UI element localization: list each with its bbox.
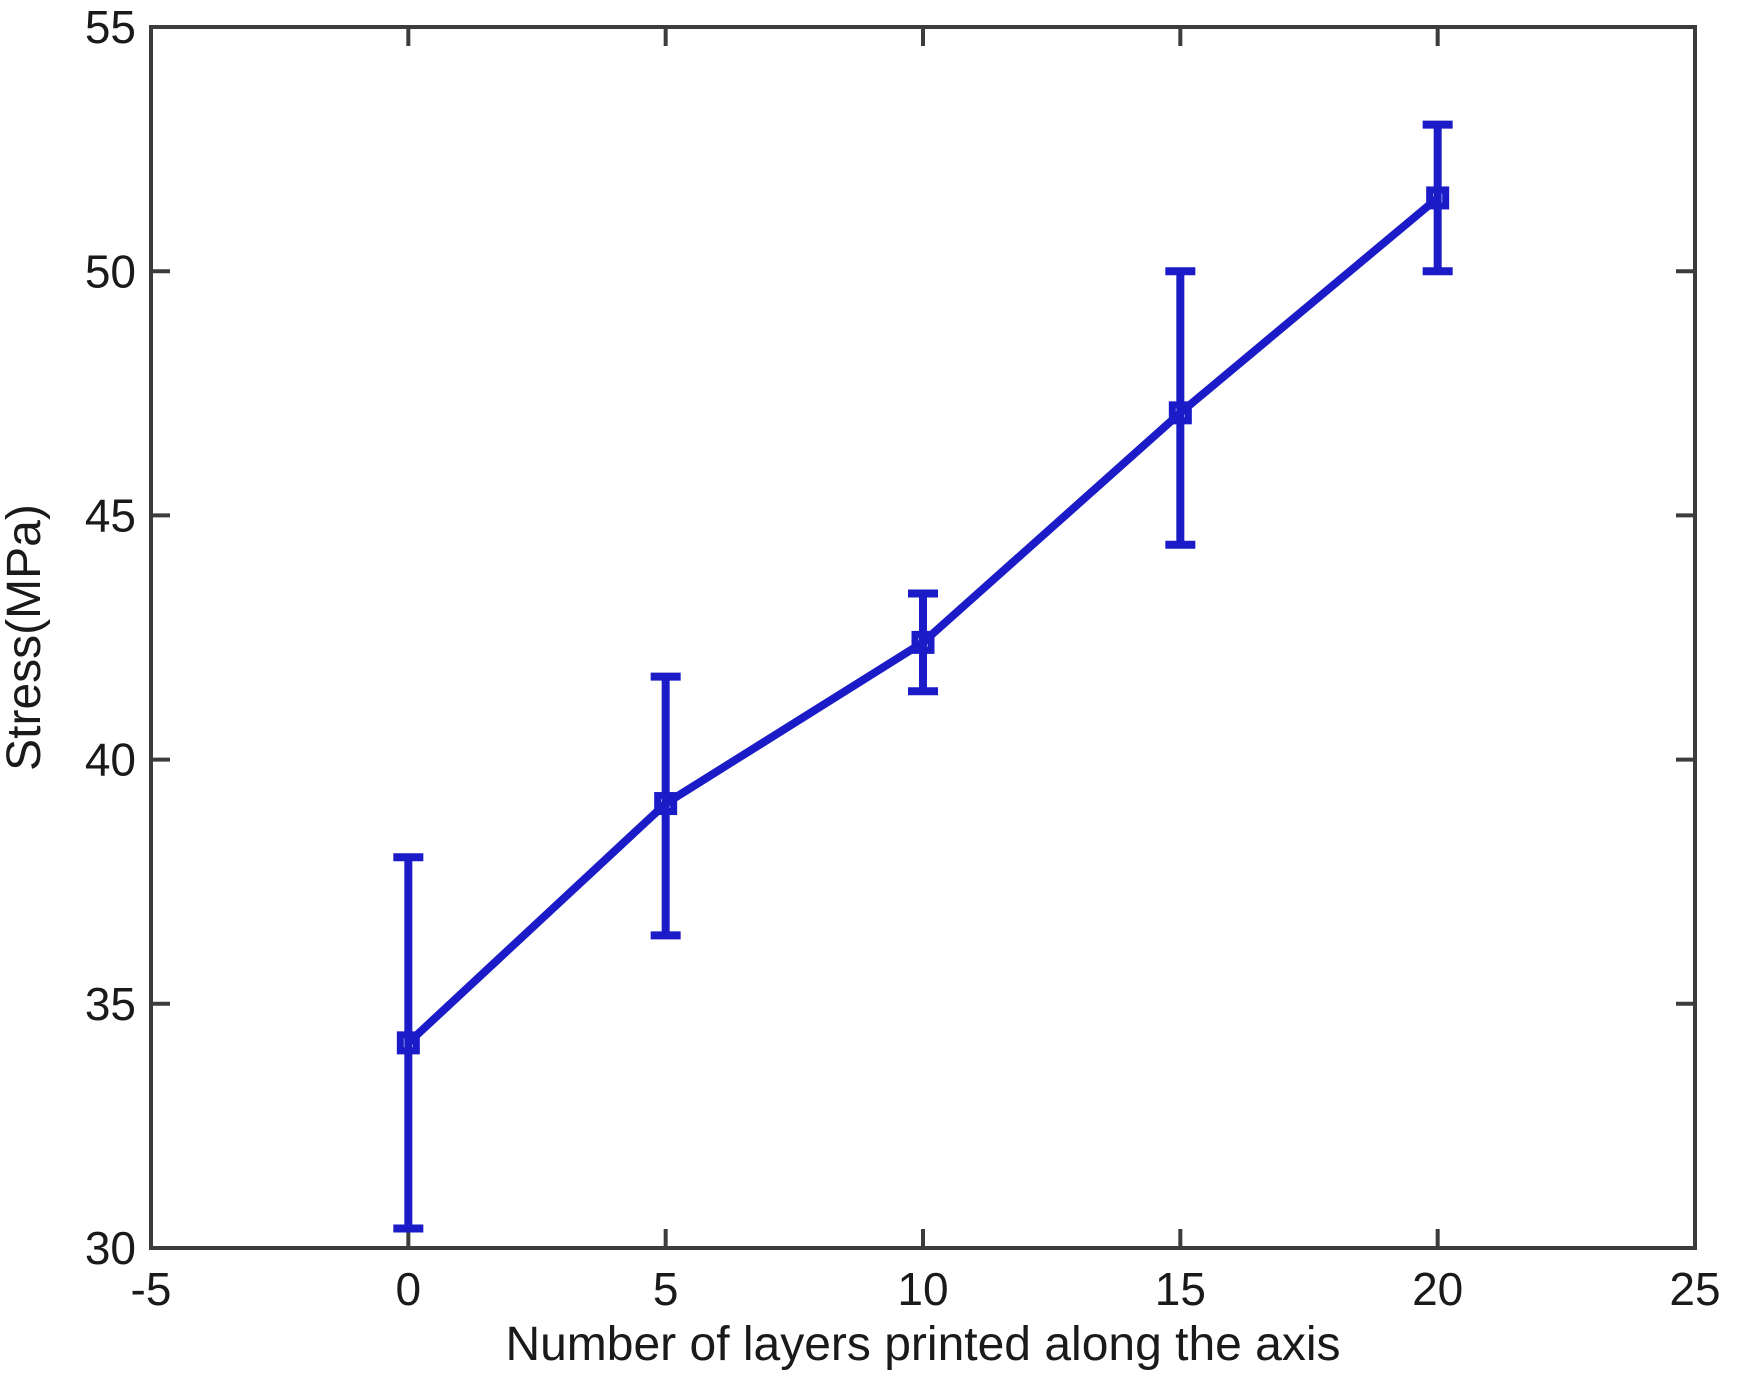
x-tick-label: 25: [1669, 1263, 1720, 1315]
data-markers: [396, 186, 1450, 1055]
y-tick-label: 45: [85, 490, 136, 542]
y-tick-labels: 30 35 40 45 50 55: [85, 1, 136, 1274]
x-tick-label: 15: [1155, 1263, 1206, 1315]
x-tick-label: -5: [131, 1263, 172, 1315]
y-tick-label: 30: [85, 1222, 136, 1274]
x-tick-label: 0: [396, 1263, 422, 1315]
square-marker: [1426, 186, 1450, 210]
x-tick-labels: -5 0 5 10 15 20 25: [131, 1263, 1721, 1315]
y-tick-label: 55: [85, 1, 136, 53]
data-line: [405, 194, 1441, 1046]
square-marker: [911, 630, 935, 654]
axis-ticks: [149, 25, 1697, 1250]
x-tick-label: 20: [1412, 1263, 1463, 1315]
x-tick-label: 10: [897, 1263, 948, 1315]
y-tick-label: 35: [85, 978, 136, 1030]
x-axis-label: Number of layers printed along the axis: [505, 1318, 1340, 1371]
y-tick-label: 40: [85, 734, 136, 786]
square-marker: [654, 792, 678, 816]
square-marker: [396, 1031, 420, 1055]
square-marker: [1168, 401, 1192, 425]
y-axis-label: Stress(MPa): [0, 504, 51, 771]
x-tick-label: 5: [653, 1263, 679, 1315]
y-tick-label: 50: [85, 245, 136, 297]
error-bars: [393, 120, 1453, 1233]
